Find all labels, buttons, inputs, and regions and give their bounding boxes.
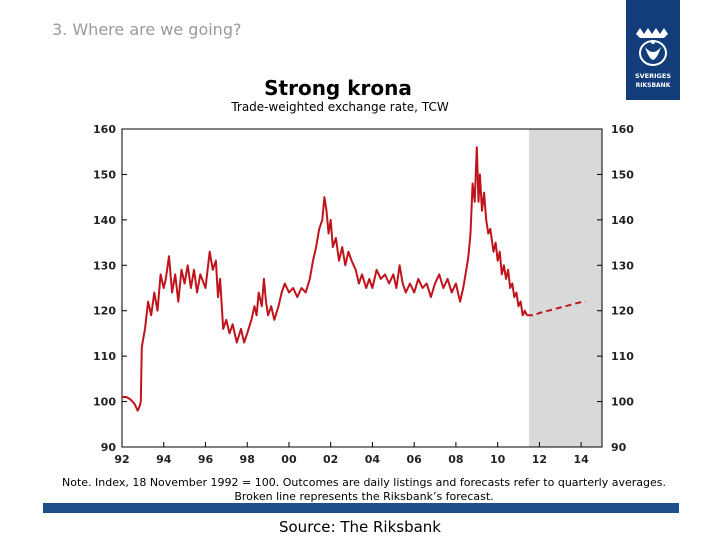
y-tick-label-left: 140 xyxy=(93,214,116,227)
y-tick-label-left: 100 xyxy=(93,396,116,409)
x-tick-label: 94 xyxy=(156,453,172,466)
y-tick-label-right: 130 xyxy=(611,259,634,272)
x-tick-label: 04 xyxy=(365,453,381,466)
y-tick-label-right: 140 xyxy=(611,214,634,227)
y-tick-label-right: 110 xyxy=(611,350,634,363)
y-tick-label-right: 120 xyxy=(611,305,634,318)
x-tick-label: 06 xyxy=(407,453,423,466)
y-tick-label-right: 160 xyxy=(611,123,634,136)
y-tick-label-left: 130 xyxy=(93,259,116,272)
outcome-line xyxy=(122,146,528,412)
y-tick-label-right: 150 xyxy=(611,168,634,181)
x-tick-label: 96 xyxy=(198,453,214,466)
forecast-region xyxy=(528,129,602,447)
source-label: Source: The Riksbank xyxy=(278,518,441,536)
x-tick-label: 12 xyxy=(532,453,547,466)
x-tick-label: 98 xyxy=(240,453,255,466)
y-tick-label-right: 90 xyxy=(611,441,627,454)
x-tick-label: 92 xyxy=(114,453,129,466)
riksbank-logo: SVERIGES RIKSBANK xyxy=(626,0,680,100)
x-tick-label: 10 xyxy=(490,453,506,466)
x-tick-label: 08 xyxy=(448,453,463,466)
chart-note: Note. Index, 18 November 1992 = 100. Out… xyxy=(62,476,666,503)
forecast-line xyxy=(526,300,586,317)
x-tick-label: 00 xyxy=(281,453,297,466)
y-tick-label-left: 160 xyxy=(93,123,116,136)
y-tick-label-left: 120 xyxy=(93,305,116,318)
section-title: 3. Where are we going? xyxy=(52,20,242,39)
chart-subtitle: Trade-weighted exchange rate, TCW xyxy=(231,100,449,114)
riksbank-crest-icon: SVERIGES RIKSBANK xyxy=(635,28,671,89)
y-tick-label-left: 150 xyxy=(93,168,116,181)
exchange-rate-chart: 90 90 100 100 110 110 120 120 130 130 140 140 150 150… xyxy=(93,123,634,466)
svg-text:SVERIGES: SVERIGES xyxy=(635,72,671,80)
svg-text:RIKSBANK: RIKSBANK xyxy=(636,82,671,89)
plot-frame xyxy=(121,128,603,448)
x-tick-label: 14 xyxy=(573,453,589,466)
footer-bar xyxy=(43,503,679,513)
y-tick-label-left: 110 xyxy=(93,350,116,363)
x-tick-label: 02 xyxy=(323,453,338,466)
chart-title: Strong krona xyxy=(264,76,412,100)
y-tick-label-right: 100 xyxy=(611,396,634,409)
y-tick-label-left: 90 xyxy=(101,441,117,454)
